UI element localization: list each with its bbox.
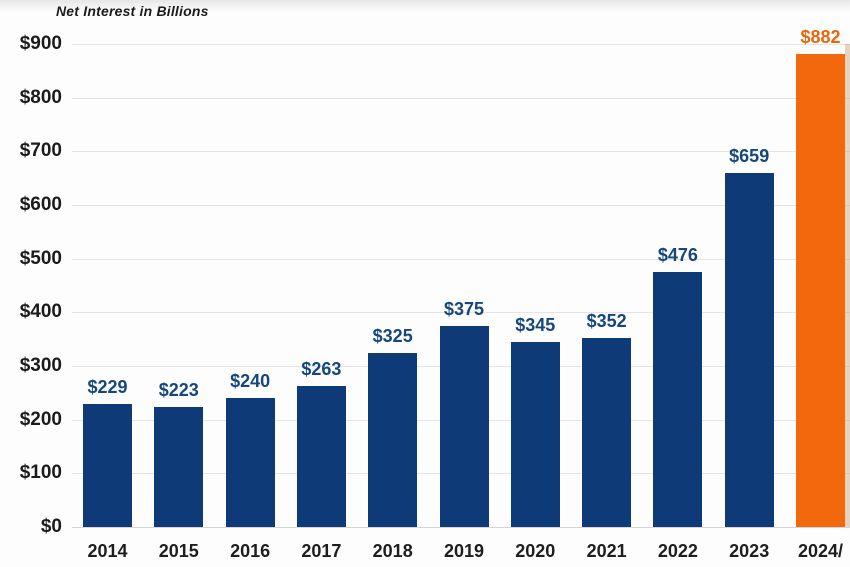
bar-2016 [225, 398, 275, 527]
y-tick-label: $600 [19, 194, 62, 215]
x-tick-label: 2017 [301, 541, 342, 561]
bar-value-label: $240 [230, 371, 271, 392]
y-tick-label: $400 [19, 301, 62, 322]
x-tick-label: 2020 [515, 541, 556, 561]
y-tick-label: $300 [19, 355, 62, 376]
bar-2023 [724, 173, 774, 527]
bar-2014 [83, 404, 132, 527]
right-edge-artifact [845, 44, 850, 527]
y-tick-label: $0 [40, 516, 62, 537]
y-tick-label: $100 [19, 462, 62, 483]
bar-2015 [154, 407, 204, 527]
chart-title: Net Interest in Billions [56, 3, 209, 19]
x-tick-label: 2022 [657, 541, 698, 561]
bar-2024 [796, 53, 845, 527]
y-tick-label: $800 [19, 87, 62, 108]
gridline [72, 151, 850, 152]
y-tick-label: $700 [19, 140, 62, 161]
bar-value-label: $352 [586, 311, 627, 332]
bar-value-label: $882 [800, 26, 841, 47]
bar-value-label: $325 [372, 325, 413, 346]
gridline [72, 259, 850, 260]
y-tick-label: $200 [19, 409, 62, 430]
gridline [72, 44, 850, 45]
bar-2018 [368, 352, 418, 527]
x-tick-label: 2024/ [797, 541, 844, 561]
bar-value-label: $659 [729, 146, 770, 167]
x-tick-label: 2021 [586, 541, 627, 561]
bar-2020 [510, 341, 560, 527]
bar-value-label: $375 [443, 298, 485, 319]
x-tick-label: 2018 [372, 541, 413, 561]
bar-value-label: $476 [657, 244, 698, 265]
x-tick-label: 2015 [158, 541, 199, 561]
bar-value-label: $263 [301, 358, 342, 379]
bar-value-label: $345 [515, 314, 556, 335]
gridline [72, 98, 850, 99]
x-tick-label: 2016 [230, 541, 271, 561]
bar-2017 [296, 385, 346, 527]
gridline [72, 205, 850, 206]
bar-2022 [653, 271, 703, 527]
x-tick-label: 2023 [729, 541, 770, 561]
x-axis-baseline [72, 527, 850, 528]
bar-2019 [439, 325, 489, 527]
bar-value-label: $223 [158, 380, 199, 401]
x-tick-label: 2014 [87, 541, 128, 561]
x-tick-label: 2019 [443, 541, 485, 561]
gridline [72, 312, 850, 313]
bar-2021 [582, 338, 632, 527]
y-tick-label: $900 [19, 33, 62, 54]
top-edge-strip [0, 0, 850, 12]
bar-value-label: $229 [87, 377, 128, 398]
y-tick-label: $500 [19, 248, 62, 269]
